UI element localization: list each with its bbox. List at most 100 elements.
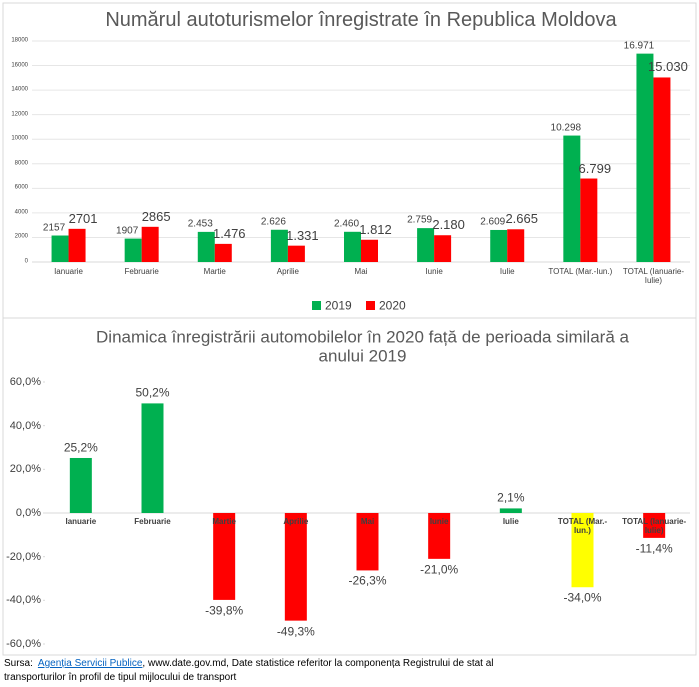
- data-label: 2.665: [505, 211, 538, 227]
- bar: [197, 231, 215, 262]
- y-tick-label: 14000: [11, 86, 28, 93]
- x-tick-label: TOTAL (Mar.-Iun.): [557, 517, 608, 535]
- y-tick-label: 10000: [11, 135, 28, 142]
- legend-swatch: [312, 301, 321, 310]
- bar: [571, 513, 594, 588]
- legend-label: 2020: [379, 298, 406, 313]
- bar: [284, 513, 307, 621]
- y-tick-label: 12000: [11, 111, 28, 118]
- data-label: 2157: [42, 222, 66, 234]
- bar: [344, 231, 361, 262]
- x-tick-label: Mai: [354, 267, 368, 276]
- x-tick-label: Mai: [360, 517, 375, 526]
- bar: [141, 403, 164, 513]
- bar: [507, 229, 525, 262]
- y-tick-label: 2000: [14, 234, 28, 241]
- bar: [356, 513, 379, 571]
- source-prefix: Sursa:: [4, 658, 33, 669]
- data-label: 6.799: [578, 160, 612, 176]
- data-label: 2.626: [260, 216, 286, 228]
- legend-swatch: [366, 301, 375, 310]
- chart-title: Dinamica înregistrării automobilelor în …: [96, 327, 629, 365]
- x-tick-label: Martie: [212, 517, 236, 526]
- y-tick-label: 40,0%: [9, 419, 41, 432]
- data-label: 2.180: [432, 217, 465, 233]
- source-text: , www.date.gov.md, Date statistice refer…: [4, 658, 494, 683]
- data-label: 10.298: [550, 122, 582, 134]
- bar: [580, 178, 598, 262]
- chart-border: [2, 317, 697, 656]
- x-tick-label: Iulie: [502, 517, 519, 526]
- data-label: -26,3%: [348, 573, 387, 588]
- y-tick-label: 60,0%: [9, 375, 41, 388]
- bar: [499, 508, 522, 513]
- y-tick-label: -20,0%: [6, 550, 41, 563]
- bar: [214, 243, 232, 262]
- y-tick-label: -40,0%: [6, 594, 41, 607]
- x-tick-label: Ianuarie: [65, 517, 97, 526]
- chart-title: Numărul autoturismelor înregistrate în R…: [105, 9, 617, 31]
- source-link[interactable]: Agenția Servicii Publice: [37, 658, 143, 669]
- x-tick-label: TOTAL (Mar.-Iun.): [548, 267, 613, 276]
- data-label: 16.971: [623, 40, 655, 52]
- x-tick-label: Februarie: [134, 517, 171, 526]
- bar: [51, 235, 69, 262]
- x-tick-label: Aprilie: [283, 517, 309, 526]
- data-label: 2.759: [407, 214, 433, 226]
- y-tick-label: -60,0%: [6, 637, 41, 650]
- bar: [213, 513, 236, 600]
- y-tick-label: 0,0%: [15, 506, 41, 519]
- bar: [141, 226, 159, 262]
- data-label: -21,0%: [420, 562, 459, 577]
- x-tick-label: Ianuarie: [54, 267, 84, 276]
- y-tick-label: 18000: [11, 37, 28, 44]
- x-tick-label: Iunie: [425, 267, 443, 276]
- data-label: 25,2%: [63, 440, 98, 455]
- bar: [124, 238, 142, 262]
- y-tick-label: 8000: [14, 160, 28, 167]
- data-label: -34,0%: [563, 590, 602, 605]
- y-tick-label: 0: [24, 258, 28, 265]
- x-tick-label: Iunie: [429, 517, 449, 526]
- bar: [417, 228, 435, 262]
- bar: [653, 77, 671, 262]
- source: Sursa: Agenția Servicii Publice, www.dat…: [4, 657, 494, 685]
- bar: [563, 135, 581, 262]
- y-tick-label: 6000: [14, 185, 28, 192]
- data-label: 1.331: [286, 227, 319, 243]
- bar: [287, 245, 305, 262]
- data-label: 1.476: [212, 225, 246, 241]
- data-label: 1.812: [359, 221, 392, 237]
- x-tick-label: Aprilie: [276, 267, 299, 276]
- x-tick-label: Iulie: [499, 267, 515, 276]
- bar: [434, 235, 452, 262]
- bar: [69, 457, 92, 513]
- data-label: 2701: [68, 210, 98, 226]
- bar: [490, 229, 508, 262]
- data-label: 2.609: [480, 216, 506, 228]
- data-label: 50,2%: [135, 385, 170, 400]
- x-tick-label: TOTAL (Ianuarie-Iulie): [622, 517, 687, 535]
- bar: [270, 229, 288, 262]
- bar: [643, 513, 666, 538]
- legend-label: 2019: [325, 298, 352, 313]
- y-tick-label: 16000: [11, 62, 28, 69]
- data-label: -39,8%: [205, 603, 244, 618]
- data-label: -49,3%: [276, 624, 315, 639]
- bar: [68, 228, 86, 262]
- x-tick-label: Februarie: [124, 267, 159, 276]
- data-label: 2.460: [333, 218, 360, 230]
- bar: [428, 513, 451, 559]
- bar: [361, 239, 378, 262]
- data-label: 2865: [141, 208, 171, 224]
- y-tick-label: 20,0%: [9, 463, 41, 476]
- data-label: -11,4%: [635, 541, 673, 556]
- y-tick-label: 4000: [14, 209, 28, 216]
- data-label: 1907: [116, 225, 139, 237]
- data-label: 2.453: [187, 218, 213, 230]
- bar: [636, 53, 654, 262]
- x-tick-label: Martie: [203, 267, 226, 276]
- data-label: 2,1%: [497, 490, 525, 505]
